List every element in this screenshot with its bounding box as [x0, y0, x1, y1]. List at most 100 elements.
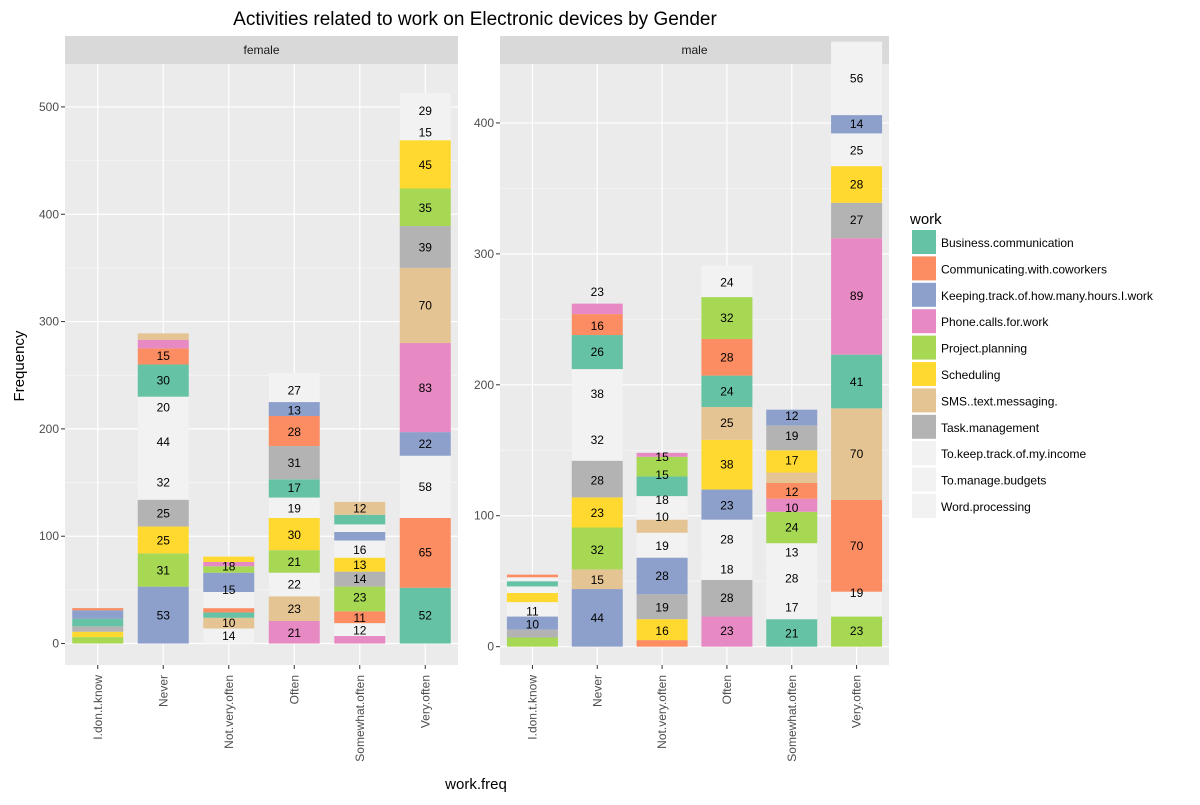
bar-segment-SMS..text.messaging. [137, 333, 189, 340]
bar-segment-Word.processing [203, 592, 255, 609]
data-label: 26 [591, 345, 605, 359]
bar-segment-SMS..text.messaging. [636, 519, 688, 533]
data-label: 70 [419, 298, 433, 312]
data-label: 23 [353, 590, 367, 604]
legend-key [912, 362, 936, 386]
x-tick-label: Never [590, 675, 604, 707]
legend-key [912, 230, 936, 254]
y-tick-label: 200 [39, 422, 59, 436]
data-label: 83 [419, 381, 433, 395]
bar-segment-Task.management [399, 226, 451, 268]
data-label: 27 [288, 383, 302, 397]
bar-segment-Business.communication [766, 619, 818, 647]
data-label: 12 [353, 501, 367, 515]
chart-title: Activities related to work on Electronic… [233, 9, 717, 30]
x-tick-label: I.don.t.know [91, 675, 105, 740]
data-label: 17 [785, 600, 799, 614]
x-tick-label: Not.very.often [655, 675, 669, 749]
bar-segment-Keeping.track.of.how.many.hours.I.work [571, 589, 623, 647]
data-label: 17 [288, 481, 302, 495]
bar-segment-Task.management [137, 499, 189, 527]
bar-segment-Task.management [571, 460, 623, 498]
data-label: 32 [591, 543, 605, 557]
bar-segment-Keeping.track.of.how.many.hours.I.work [203, 572, 255, 593]
data-label: 10 [655, 510, 669, 524]
bar-segment-To.keep.track.of.my.income [506, 586, 558, 593]
bar-segment-To.keep.track.of.my.income [137, 465, 189, 500]
data-label: 28 [655, 569, 669, 583]
data-label: 12 [785, 485, 799, 499]
data-label: 22 [288, 578, 302, 592]
bar-segment-Project.planning [137, 553, 189, 587]
bar-segment-Business.communication [268, 479, 320, 498]
data-label: 15 [655, 468, 669, 482]
bar-segment-To.keep.track.of.my.income [334, 524, 386, 532]
bar-segment-Task.management [268, 446, 320, 480]
legend-key [912, 441, 936, 466]
y-tick-label: 100 [39, 529, 59, 543]
data-label: 32 [720, 311, 734, 325]
data-label: 32 [157, 476, 171, 490]
bar-segment-To.manage.budgets [701, 556, 753, 580]
bar-segment-Project.planning [701, 297, 753, 339]
bar-segment-To.keep.track.of.my.income [701, 265, 753, 298]
data-label: 16 [591, 319, 605, 333]
bar-segment-Project.planning [334, 586, 386, 612]
x-tick-label: Often [720, 675, 734, 704]
data-label: 12 [353, 624, 367, 638]
data-label: 23 [720, 624, 734, 638]
data-label: 30 [157, 374, 171, 388]
data-label: 65 [419, 545, 433, 559]
data-label: 14 [353, 572, 367, 586]
legend-key [912, 467, 936, 492]
bar-segment-Keeping.track.of.how.many.hours.I.work [268, 402, 320, 417]
bar-segment-Communicating.with.coworkers [137, 348, 189, 365]
legend-label: Task.management [941, 421, 1040, 435]
legend-label: Communicating.with.coworkers [941, 262, 1107, 276]
bar-segment-Communicating.with.coworkers [506, 574, 558, 578]
bar-segment-Project.planning [268, 550, 320, 573]
data-label: 35 [419, 201, 433, 215]
bar-segment-To.manage.budgets [766, 596, 818, 620]
bar-segment-Keeping.track.of.how.many.hours.I.work [72, 610, 124, 619]
bar-segment-Scheduling [701, 439, 753, 490]
y-tick-label: 0 [52, 637, 59, 651]
bar-segment-Communicating.with.coworkers [571, 314, 623, 336]
y-tick-label: 500 [39, 100, 59, 114]
data-label: 24 [785, 521, 799, 535]
bar-segment-Communicating.with.coworkers [701, 338, 753, 376]
bar-segment-Communicating.with.coworkers [203, 608, 255, 613]
bar-segment-To.keep.track.of.my.income [636, 532, 688, 558]
legend-label: To.keep.track.of.my.income [941, 447, 1086, 461]
legend-title: work [909, 211, 942, 228]
bar-segment-Word.processing [701, 519, 753, 557]
data-label: 44 [591, 611, 605, 625]
bar-segment-Keeping.track.of.how.many.hours.I.work [399, 432, 451, 456]
x-tick-label: Somewhat.often [353, 675, 367, 762]
x-tick-label: I.don.t.know [525, 675, 539, 740]
bar-segment-SMS..text.messaging. [766, 472, 818, 483]
facet-panel-male: male 0 100 200 300 400 I.don.t.know Never Not.ve… [474, 36, 889, 762]
bar-segment-Keeping.track.of.how.many.hours.I.work [506, 616, 558, 630]
bar-segment-Communicating.with.coworkers [766, 482, 818, 499]
legend-key [912, 388, 936, 413]
bar-segment-To.manage.budgets [334, 540, 386, 558]
data-label: 23 [591, 285, 605, 299]
data-label: 89 [850, 289, 864, 303]
x-tick-label: Often [287, 675, 301, 704]
y-tick-label: 100 [474, 509, 494, 523]
data-label: 20 [157, 400, 171, 414]
bar-segment-Phone.calls.for.work [137, 339, 189, 349]
data-label: 31 [288, 456, 302, 470]
bar-segment-Business.communication [334, 514, 386, 525]
bar-segment-Scheduling [636, 619, 688, 641]
data-label: 25 [850, 143, 864, 157]
data-label: 22 [419, 437, 433, 451]
data-label: 39 [419, 241, 433, 255]
bar-segment-Project.planning [766, 511, 818, 544]
data-label: 41 [850, 375, 864, 389]
bar-segment-Phone.calls.for.work [571, 303, 623, 315]
bar-segment-Phone.calls.for.work [701, 616, 753, 647]
bar-segment-Phone.calls.for.work [399, 343, 451, 433]
bar-segment-Word.processing [334, 623, 386, 637]
